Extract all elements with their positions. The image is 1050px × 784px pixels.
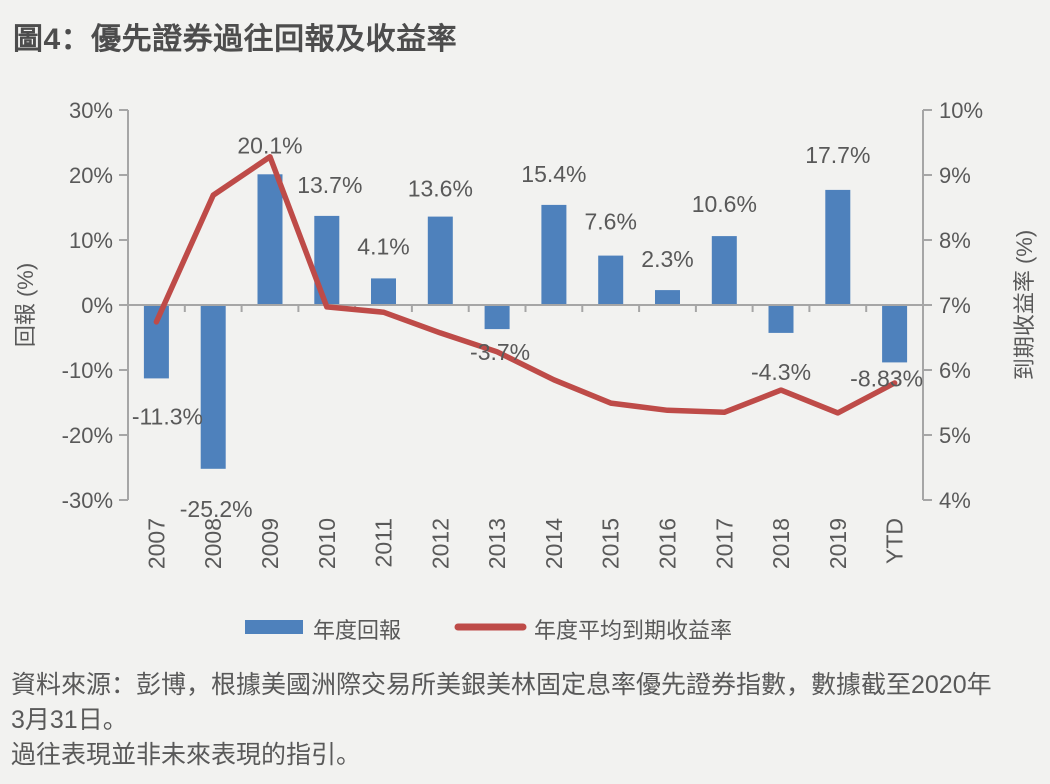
bar-label-2018: -4.3% xyxy=(751,359,811,385)
x-label-2010: 2010 xyxy=(314,518,340,569)
bar-2012 xyxy=(427,216,453,305)
x-axis xyxy=(127,304,924,312)
x-label-2007: 2007 xyxy=(143,518,169,569)
bar-2013 xyxy=(484,305,510,330)
left-axis-title: 回報 (%) xyxy=(13,263,38,347)
x-label-2012: 2012 xyxy=(427,518,453,569)
x-label-2016: 2016 xyxy=(655,518,681,569)
right-tick-label: 6% xyxy=(939,358,971,383)
source-line-3: 過往表現並非未來表現的指引。 xyxy=(11,741,362,769)
bar-2014 xyxy=(541,204,567,305)
bar-label-2010: 13.7% xyxy=(297,172,362,198)
bar-2009 xyxy=(257,174,283,305)
right-axis-title: 到期收益率 (%) xyxy=(1012,230,1037,380)
figure-title: 圖4：優先證券過往回報及收益率 xyxy=(13,23,458,56)
bar-label-2015: 7.6% xyxy=(584,209,636,235)
bar-2008 xyxy=(200,305,226,469)
right-tick-label: 8% xyxy=(939,228,971,253)
right-tick-label: 5% xyxy=(939,423,971,448)
left-tick-label: -10% xyxy=(62,358,113,383)
left-tick-label: 10% xyxy=(69,228,113,253)
right-tick-label: 7% xyxy=(939,293,971,318)
bar-label-2011: 4.1% xyxy=(357,233,409,259)
bar-2010 xyxy=(314,215,340,305)
bar-label-2017: 10.6% xyxy=(692,191,757,217)
legend-label-annual-return: 年度回報 xyxy=(313,618,401,643)
x-label-YTD: YTD xyxy=(882,518,908,564)
x-label-2011: 2011 xyxy=(371,518,397,567)
bar-label-2019: 17.7% xyxy=(805,142,870,168)
left-tick-label: -20% xyxy=(62,423,113,448)
right-tick-label: 9% xyxy=(939,163,971,188)
right-tick-label: 10% xyxy=(939,98,983,123)
bar-2011 xyxy=(371,278,396,305)
bar-2019 xyxy=(825,189,851,305)
data-labels: -11.3% -25.2% 20.1% 13.7% 4.1% 13.6% -3.7% 15.4… xyxy=(132,132,923,522)
bar-label-2016: 2.3% xyxy=(641,246,693,272)
yield-line xyxy=(153,154,898,416)
left-tick-label: 30% xyxy=(69,98,113,123)
x-label-2018: 2018 xyxy=(768,518,794,569)
bars-group xyxy=(143,174,908,469)
bar-2016 xyxy=(655,290,680,305)
x-label-2017: 2017 xyxy=(711,518,737,569)
source-note: 資料來源：彭博，根據美國洲際交易所美銀美林固定息率優先證券指數，數據截至2020… xyxy=(11,668,1045,773)
x-label-2013: 2013 xyxy=(484,518,510,569)
bar-2018 xyxy=(768,305,794,333)
right-axis: 10% 9% 8% 7% 6% 5% 4% 到期收益率 (%) xyxy=(922,98,1037,513)
bar-label-2009: 20.1% xyxy=(237,132,302,158)
bar-label-2008: -25.2% xyxy=(180,496,253,522)
source-line-2: 3月31日。 xyxy=(11,706,128,734)
left-tick-label: -30% xyxy=(62,488,113,513)
bar-label-2014: 15.4% xyxy=(521,161,586,187)
bar-2015 xyxy=(598,255,624,305)
x-label-2019: 2019 xyxy=(825,518,851,569)
x-label-2015: 2015 xyxy=(598,518,624,569)
bar-label-YTD: -8.83% xyxy=(850,365,923,391)
legend-label-avg-yield: 年度平均到期收益率 xyxy=(534,618,732,643)
bar-YTD xyxy=(882,305,908,363)
x-labels: 2007 2008 2009 2010 2011 2012 2013 2014 2015 2016… xyxy=(143,518,907,569)
legend: 年度回報 年度平均到期收益率 xyxy=(245,618,732,643)
source-line-1: 資料來源：彭博，根據美國洲際交易所美銀美林固定息率優先證券指數，數據截至2020… xyxy=(11,671,992,699)
bar-2017 xyxy=(711,236,737,305)
left-tick-label: 20% xyxy=(69,163,113,188)
bar-label-2013: -3.7% xyxy=(470,339,530,365)
right-tick-label: 4% xyxy=(939,488,971,513)
x-label-2009: 2009 xyxy=(257,518,283,569)
left-axis: 30% 20% 10% 0% -10% -20% -30% 回報 (%) xyxy=(13,98,129,513)
left-tick-label: 0% xyxy=(81,293,113,318)
x-label-2014: 2014 xyxy=(541,518,567,569)
returns-and-yield-chart: 30% 20% 10% 0% -10% -20% -30% 回報 (%) 10% 9% 8% 7% 6%… xyxy=(13,98,1037,643)
legend-swatch-bar xyxy=(245,620,303,634)
bar-label-2007: -11.3% xyxy=(132,403,203,429)
x-label-2008: 2008 xyxy=(200,518,226,569)
bar-label-2012: 13.6% xyxy=(408,176,473,202)
